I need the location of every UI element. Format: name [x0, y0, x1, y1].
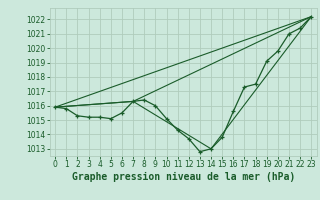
X-axis label: Graphe pression niveau de la mer (hPa): Graphe pression niveau de la mer (hPa): [72, 172, 295, 182]
